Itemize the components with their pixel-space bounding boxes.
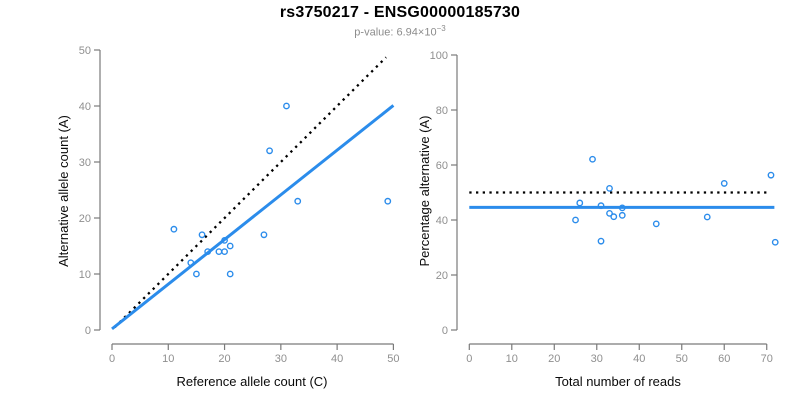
- data-point: [606, 184, 613, 192]
- left-y-axis-title: Alternative allele count (A): [56, 115, 71, 267]
- y-tick-label: 0: [85, 325, 91, 337]
- data-point: [771, 238, 779, 246]
- data-point: [215, 248, 223, 256]
- x-tick-label: 0: [466, 353, 472, 365]
- x-tick-label: 10: [506, 353, 518, 365]
- pvalue-exponent: −3: [436, 24, 446, 33]
- x-tick-label: 10: [162, 353, 174, 365]
- y-tick-label: 50: [79, 45, 91, 57]
- x-tick-label: 20: [218, 353, 230, 365]
- data-point: [572, 216, 579, 224]
- right-x-axis-title: Total number of reads: [555, 374, 681, 389]
- pvalue-label: p-value:: [354, 26, 397, 39]
- data-point: [703, 213, 711, 221]
- right-y-axis-title: Percentage alternative (A): [417, 115, 432, 267]
- y-tick-label: 40: [436, 215, 448, 227]
- data-point: [576, 199, 584, 207]
- data-point: [610, 213, 618, 221]
- data-point: [720, 180, 728, 187]
- y-tick-label: 30: [79, 157, 91, 169]
- identity-diagonal-line: [114, 56, 387, 329]
- y-tick-label: 20: [436, 270, 448, 282]
- right-scatter-plot: 0 20 40 60 80 100 0 10 20 30 40 50 60 70: [430, 50, 779, 365]
- data-point: [187, 259, 195, 267]
- regression-fit-line: [111, 104, 395, 331]
- data-point: [597, 202, 605, 210]
- x-tick-label: 30: [591, 353, 603, 365]
- y-tick-label: 10: [79, 269, 91, 281]
- data-point: [618, 211, 626, 219]
- pvalue-mantissa: 6.94×10: [396, 26, 437, 39]
- data-point: [606, 209, 613, 217]
- data-point: [294, 197, 302, 205]
- x-tick-label: 20: [548, 353, 560, 365]
- y-tick-label: 100: [430, 50, 448, 62]
- data-point: [618, 204, 626, 212]
- data-point: [652, 220, 660, 228]
- x-tick-label: 40: [331, 353, 343, 365]
- x-tick-label: 0: [109, 353, 115, 365]
- data-point: [204, 248, 212, 256]
- y-tick-label: 60: [436, 160, 448, 172]
- y-tick-label: 20: [79, 213, 91, 225]
- data-point: [589, 155, 596, 163]
- data-point: [260, 231, 268, 239]
- y-tick-label: 40: [79, 101, 91, 113]
- left-scatter-plot: 0 10 20 30 40 50 0 10 20 30 40 50: [79, 45, 400, 365]
- page-title: rs3750217 - ENSG00000185730: [279, 4, 521, 21]
- data-point: [283, 102, 290, 110]
- x-tick-label: 50: [676, 353, 688, 365]
- data-point: [384, 197, 392, 205]
- left-x-axis-title: Reference allele count (C): [176, 374, 328, 389]
- data-point: [198, 231, 206, 239]
- page-subtitle: p-value: 6.94×10−3: [0, 24, 800, 39]
- data-point: [221, 236, 228, 244]
- data-point: [221, 248, 228, 256]
- data-point: [226, 270, 234, 278]
- y-tick-label: 80: [436, 105, 448, 117]
- data-point: [170, 225, 178, 233]
- data-point: [193, 270, 200, 278]
- data-point: [266, 147, 273, 155]
- y-tick-label: 0: [442, 325, 448, 337]
- x-tick-label: 50: [387, 353, 399, 365]
- x-tick-label: 70: [761, 353, 773, 365]
- x-tick-label: 60: [718, 353, 730, 365]
- data-point: [226, 242, 234, 250]
- x-tick-label: 40: [633, 353, 645, 365]
- data-point: [767, 171, 775, 179]
- data-point: [597, 237, 605, 245]
- x-tick-label: 30: [275, 353, 287, 365]
